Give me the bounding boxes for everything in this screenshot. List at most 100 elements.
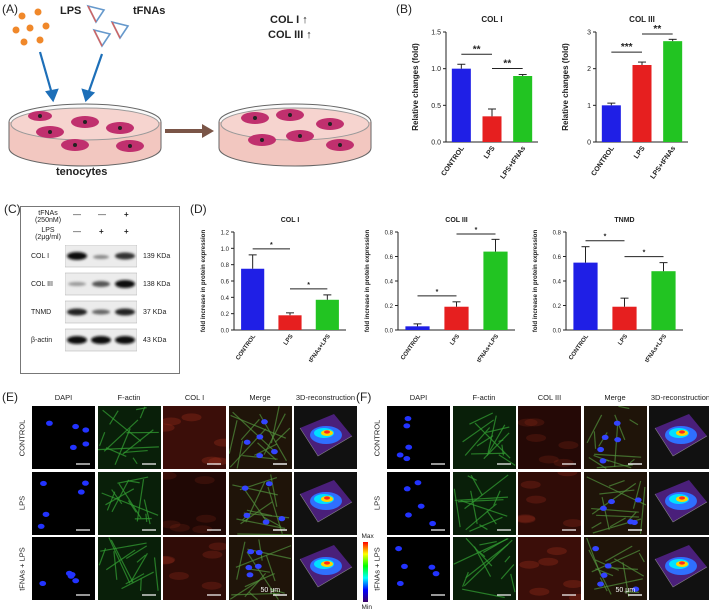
collagen-image [163, 537, 226, 600]
scale-min: Min [362, 604, 372, 611]
y-tick-label: 0.8 [385, 231, 394, 237]
collagen-image [518, 472, 581, 535]
x-tick-label: LPS [450, 334, 462, 347]
column-header: COL I [163, 393, 226, 402]
sig-label: * [643, 250, 646, 257]
y-tick-label: 0.4 [221, 296, 230, 302]
dapi-image [32, 537, 95, 600]
y-tick-label: 1.0 [221, 247, 230, 253]
tfnas-row-label: tFNAs [33, 210, 63, 217]
chart-title: TNMD [614, 217, 634, 224]
chart-title: COL I [481, 15, 502, 24]
y-tick-label: 0.5 [431, 103, 441, 110]
bar [651, 271, 675, 330]
x-tick-label: CONTROL [440, 145, 466, 178]
chart-d-col1: COL I fold increase in protein expression… [196, 210, 356, 380]
y-tick-label: 0.6 [385, 255, 394, 261]
row-label: LPS [18, 496, 27, 510]
reconstruction-image [294, 406, 357, 469]
sig-label: * [604, 234, 607, 241]
collagen-image [163, 406, 226, 469]
tfna-icons [88, 6, 128, 46]
bar [483, 252, 507, 330]
reconstruction-image [649, 406, 709, 469]
y-tick-label: 0.6 [221, 280, 230, 286]
column-header: 3D-reconstruction [649, 393, 709, 402]
y-tick-label: 1.2 [221, 231, 230, 237]
y-tick-label: 1.5 [431, 30, 441, 37]
factin-image [98, 537, 161, 600]
bar [316, 300, 339, 330]
lps-label: LPS [60, 5, 81, 17]
merge-image [229, 406, 292, 469]
chart-d-tnmd: TNMD fold increase in protein expression 0… [528, 210, 693, 380]
sign-2-2: + [99, 227, 104, 236]
reconstruction-image [294, 472, 357, 535]
column-header: DAPI [387, 393, 450, 402]
y-axis-label: fold increase in protein expression [200, 230, 207, 333]
bar [602, 105, 621, 142]
lps-row-label: LPS [33, 227, 63, 234]
tfnas-conc-label: (250nM) [33, 217, 63, 224]
y-tick-label: 0.8 [553, 231, 562, 237]
row-label: LPS [373, 496, 382, 510]
sign-1-1: — [73, 210, 81, 219]
factin-image [453, 472, 516, 535]
x-tick-label: LPS+tFNAs [650, 145, 678, 180]
x-tick-label: LPS+tFNAs [500, 145, 528, 180]
chart-title: COL III [629, 15, 655, 24]
x-tick-label: LPS [633, 145, 647, 160]
size-col3: 138 KDa [143, 281, 170, 288]
lps-dots [13, 9, 50, 46]
y-axis-label: fold increase in protein expression [532, 230, 539, 333]
y-tick-label: 0.2 [553, 304, 562, 310]
column-header: Merge [584, 393, 647, 402]
scale-bar-label: 50 μm [261, 587, 281, 594]
bar [612, 307, 636, 330]
chart-title: COL I [281, 217, 300, 224]
x-tick-label: CONTROL [590, 145, 616, 178]
bar [241, 269, 264, 330]
merge-image [229, 472, 292, 535]
x-tick-label: LPS [618, 334, 630, 347]
sig-label: ** [473, 44, 481, 55]
bar [444, 307, 468, 330]
sig-label: * [475, 227, 478, 234]
bar [278, 315, 301, 330]
y-tick-label: 0 [587, 140, 591, 147]
x-tick-label: CONTROL [400, 333, 422, 361]
merge-image [584, 472, 647, 535]
dapi-image [387, 406, 450, 469]
reconstruction-image [294, 537, 357, 600]
bar [452, 69, 471, 142]
sig-label: ** [503, 59, 511, 70]
sig-label: ** [653, 24, 661, 35]
scale-bar-label: 50 μm [616, 587, 636, 594]
y-tick-label: 0.0 [431, 140, 441, 147]
size-tnmd: 37 KDa [143, 309, 166, 316]
x-tick-label: tFNAs+LPS [308, 334, 332, 364]
y-axis-label: Relative changes (fold) [561, 43, 570, 131]
bar [663, 41, 682, 142]
sig-label: * [307, 282, 310, 289]
row-label: tFNAs + LPS [373, 547, 382, 591]
column-header: DAPI [32, 393, 95, 402]
collagen-image [518, 537, 581, 600]
column-header: F-actin [453, 393, 516, 402]
y-tick-label: 0.0 [385, 329, 394, 335]
sign-2-3: + [124, 227, 129, 236]
x-tick-label: tFNAs+LPS [476, 334, 500, 364]
bar [405, 326, 429, 330]
reconstruction-image [649, 472, 709, 535]
factin-image [98, 406, 161, 469]
western-blot-box: tFNAs (250nM) LPS (2μg/ml) — — + — + + C… [20, 206, 180, 374]
y-tick-label: 1 [587, 103, 591, 110]
dapi-image [387, 537, 450, 600]
y-tick-label: 0.6 [553, 255, 562, 261]
y-axis-label: Relative changes (fold) [411, 43, 420, 131]
y-tick-label: 2 [587, 66, 591, 73]
col1-up-label: COL I ↑ [270, 14, 308, 26]
y-tick-label: 0.4 [553, 280, 562, 286]
